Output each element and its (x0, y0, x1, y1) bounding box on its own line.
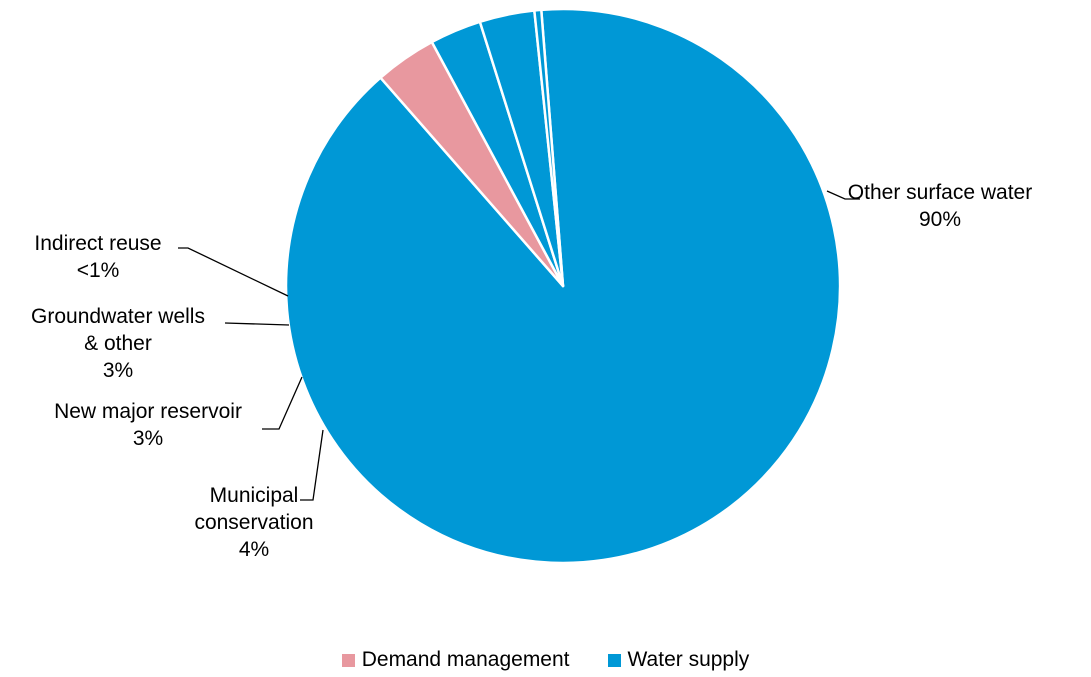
slice-label-other-surface-water: Other surface water 90% (848, 181, 1032, 231)
slice-label-line-groundwater-wells-other: & other (84, 332, 152, 355)
legend-item-demand-management: Demand management (341, 648, 570, 672)
pie-slice-indirect-reuse (533, 8, 565, 288)
slice-label-line-indirect-reuse: Indirect reuse (34, 232, 161, 255)
legend-item-water-supply: Water supply (607, 648, 750, 672)
slice-label-line-municipal-conservation: Municipal (210, 484, 299, 507)
slice-percent-municipal-conservation: 4% (239, 538, 269, 561)
slice-labels-layer: Other surface water 90% Municipal conservat… (31, 181, 1032, 561)
legend-label-water-supply: Water supply (627, 648, 750, 671)
slice-label-line-other-surface-water: Other surface water (848, 181, 1032, 204)
slice-label-groundwater-wells-other: Groundwater wells & other 3% (31, 305, 205, 382)
slice-label-indirect-reuse: Indirect reuse <1% (34, 232, 161, 282)
slice-label-municipal-conservation: Municipal conservation 4% (194, 484, 313, 561)
legend-label-demand-management: Demand management (361, 648, 570, 671)
slice-percent-new-major-reservoir: 3% (133, 427, 163, 450)
legend: Demand management Water supply (0, 648, 1091, 672)
slices-layer (284, 7, 842, 565)
legend-swatch-demand-management (341, 653, 355, 667)
slice-label-new-major-reservoir: New major reservoir 3% (54, 400, 242, 450)
slice-label-line-municipal-conservation: conservation (194, 511, 313, 534)
slice-percent-groundwater-wells-other: 3% (103, 359, 133, 382)
leader-line-municipal-conservation (300, 429, 324, 501)
slice-label-line-groundwater-wells-other: Groundwater wells (31, 305, 205, 328)
slice-label-line-new-major-reservoir: New major reservoir (54, 400, 242, 423)
leader-line-other-surface-water (826, 190, 860, 200)
leader-line-new-major-reservoir (262, 376, 303, 430)
leader-line-indirect-reuse (178, 247, 289, 297)
pie-plot-area: Other surface water 90% Municipal conservat… (31, 7, 1032, 565)
legend-swatch-water-supply (607, 653, 621, 667)
slice-percent-indirect-reuse: <1% (77, 259, 120, 282)
leader-lines-layer (178, 190, 860, 501)
slice-percent-other-surface-water: 90% (919, 208, 961, 231)
leader-line-groundwater-wells-other (224, 322, 290, 326)
